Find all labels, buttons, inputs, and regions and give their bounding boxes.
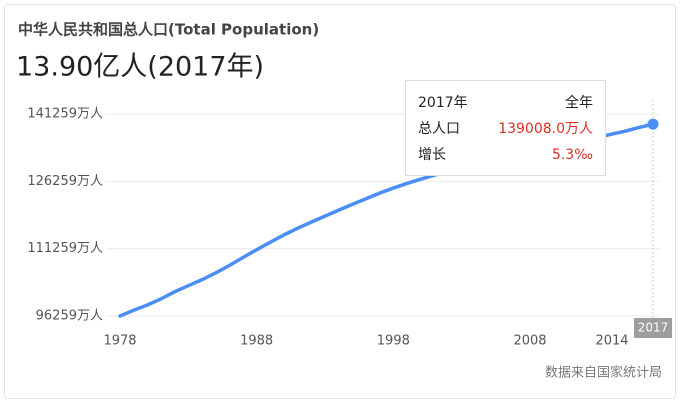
x-tick-label: 1998 [377,334,410,349]
x-highlight-box [634,318,672,338]
tooltip-key: 2017年 [418,95,468,111]
y-tick-label: 96259万人 [36,308,103,323]
tooltip-key: 增长 [418,147,446,163]
tooltip-key: 总人口 [418,121,460,137]
source: 数据来自国家统计局 [545,365,662,381]
x-tick-label: 2008 [513,334,546,349]
tooltip-value: 139008.0万人 [498,121,593,137]
tooltip-value: 全年 [565,94,593,111]
y-tick-label: 141259万人 [27,107,103,122]
point [647,118,659,130]
chart-title: 中华人民共和国总人口(Total Population) [18,21,319,39]
x-tick-label: 2014 [595,334,628,349]
tooltip-box [405,80,606,176]
y-tick-label: 126259万人 [27,174,103,189]
x-highlight-label: 2017 [638,321,669,335]
headline: 13.90亿人(2017年) [16,52,264,83]
y-tick-label: 111259万人 [27,241,103,256]
x-tick-label: 1978 [103,334,136,349]
tooltip-value: 5.3‰ [552,147,593,163]
x-tick-label: 1988 [240,334,273,349]
